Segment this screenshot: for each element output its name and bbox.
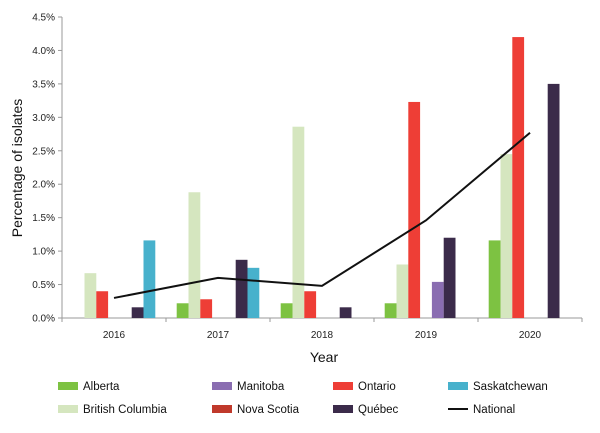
x-tick-labels: 2016 2017 2018 2019 2020 [61,318,583,341]
legend-swatch-saskatchewan [448,382,468,390]
legend-label-alberta: Alberta [83,381,120,393]
bar-british-columbia-2016 [84,273,97,318]
legend-label-ontario: Ontario [358,381,396,393]
x-tick-label: 2020 [519,330,542,341]
bar-alberta-2017 [176,303,189,318]
bar-british-columbia-2018 [292,126,305,318]
bar-saskatchewan-2017 [247,267,260,318]
x-axis-title: Year [310,349,339,365]
legend-swatch-manitoba [212,382,232,390]
bar-quebec-2016 [131,307,144,318]
bar-alberta-2018 [280,303,293,318]
bar-alberta-2019 [384,303,397,318]
x-tick-label: 2019 [415,330,438,341]
y-tick-label: 3.5% [32,79,55,90]
legend-swatch-ontario [333,382,353,390]
legend-label-british-columbia: British Columbia [83,404,167,416]
bar-ontario-2020 [512,37,525,318]
bar-british-columbia-2017 [188,192,201,318]
bar-manitoba-2019 [431,281,444,318]
legend: Alberta British Columbia Manitoba Nova Scot… [58,381,548,416]
bar-quebec-2017 [235,259,248,318]
bars [84,37,560,318]
y-tick-labels: 0.0% 0.5% 1.0% 1.5% 2.0% 2.5% 3.0% 3.5% 4.0% 4.5% [32,13,62,325]
bar-british-columbia-2020 [500,154,513,318]
legend-label-nova-scotia: Nova Scotia [237,404,300,416]
bar-quebec-2019 [443,237,456,318]
bar-quebec-2020 [547,83,560,318]
y-axis-title: Percentage of isolates [9,99,25,238]
bar-ontario-2019 [408,101,421,318]
legend-label-national: National [473,404,515,416]
legend-label-quebec: Québec [358,404,399,416]
bar-quebec-2018 [339,307,352,318]
y-tick-label: 2.5% [32,146,55,157]
legend-swatch-quebec [333,405,353,413]
bar-ontario-2017 [200,299,213,318]
y-tick-label: 3.0% [32,113,55,124]
bar-ontario-2018 [304,291,317,318]
x-tick-label: 2018 [311,330,334,341]
bar-alberta-2020 [488,240,501,318]
y-tick-label: 1.5% [32,213,55,224]
y-tick-label: 4.0% [32,46,55,57]
y-tick-label: 0.5% [32,280,55,291]
x-tick-label: 2017 [207,330,230,341]
legend-label-manitoba: Manitoba [237,381,285,393]
y-tick-label: 1.0% [32,247,55,258]
x-tick-label: 2016 [103,330,126,341]
y-tick-label: 4.5% [32,13,55,24]
legend-swatch-alberta [58,382,78,390]
y-tick-label: 0.0% [32,314,55,325]
bar-saskatchewan-2016 [143,240,156,318]
bar-british-columbia-2019 [396,264,409,318]
legend-swatch-british-columbia [58,405,78,413]
national-line-group [113,131,531,299]
bar-ontario-2016 [96,291,109,318]
y-tick-label: 2.0% [32,180,55,191]
national-line [113,131,531,299]
legend-swatch-nova-scotia [212,405,232,413]
legend-label-saskatchewan: Saskatchewan [473,381,548,393]
